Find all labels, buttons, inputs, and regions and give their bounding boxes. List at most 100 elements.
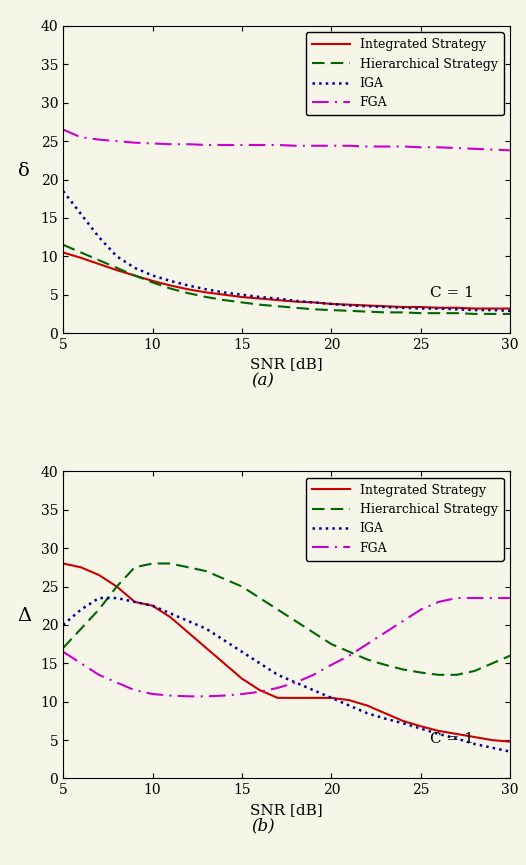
FGA xyxy=(471,144,478,154)
FGA xyxy=(239,140,245,151)
Integrated Strategy xyxy=(203,643,209,653)
IGA xyxy=(382,714,388,724)
FGA xyxy=(310,670,317,680)
Text: C = 1: C = 1 xyxy=(430,732,474,746)
IGA xyxy=(96,593,102,603)
Integrated Strategy xyxy=(436,303,442,313)
Hierarchical Strategy xyxy=(221,573,227,584)
Integrated Strategy xyxy=(114,581,120,592)
IGA xyxy=(292,677,299,688)
Hierarchical Strategy xyxy=(507,309,513,319)
Hierarchical Strategy xyxy=(346,647,352,657)
Y-axis label: δ: δ xyxy=(18,162,30,180)
IGA xyxy=(132,597,138,607)
Hierarchical Strategy xyxy=(185,288,191,298)
Hierarchical Strategy xyxy=(436,670,442,680)
IGA xyxy=(364,301,370,311)
IGA xyxy=(149,600,156,611)
IGA xyxy=(221,635,227,645)
IGA xyxy=(114,251,120,261)
IGA xyxy=(96,232,102,242)
IGA xyxy=(292,296,299,306)
FGA xyxy=(185,691,191,702)
Hierarchical Strategy xyxy=(328,304,335,315)
Hierarchical Strategy xyxy=(489,658,495,669)
FGA xyxy=(167,690,174,701)
FGA xyxy=(96,670,102,680)
Hierarchical Strategy xyxy=(96,605,102,615)
IGA xyxy=(167,276,174,286)
Hierarchical Strategy xyxy=(60,643,66,653)
Integrated Strategy xyxy=(203,287,209,298)
Hierarchical Strategy xyxy=(96,255,102,266)
Integrated Strategy xyxy=(507,736,513,746)
IGA xyxy=(185,616,191,626)
Hierarchical Strategy xyxy=(328,639,335,650)
Integrated Strategy xyxy=(364,701,370,711)
Integrated Strategy xyxy=(489,735,495,746)
Integrated Strategy xyxy=(78,253,84,263)
FGA xyxy=(292,677,299,688)
Integrated Strategy xyxy=(149,600,156,611)
Hierarchical Strategy xyxy=(203,566,209,576)
IGA xyxy=(78,605,84,615)
Hierarchical Strategy xyxy=(489,309,495,319)
FGA xyxy=(114,677,120,688)
FGA xyxy=(507,593,513,603)
Hierarchical Strategy xyxy=(167,558,174,568)
FGA xyxy=(418,142,424,152)
FGA xyxy=(453,143,460,153)
Integrated Strategy xyxy=(453,303,460,313)
Integrated Strategy xyxy=(239,674,245,684)
Integrated Strategy xyxy=(78,562,84,573)
FGA xyxy=(185,139,191,150)
Integrated Strategy xyxy=(149,276,156,286)
FGA xyxy=(292,140,299,151)
IGA xyxy=(239,290,245,300)
FGA xyxy=(418,605,424,615)
Legend: Integrated Strategy, Hierarchical Strategy, IGA, FGA: Integrated Strategy, Hierarchical Strate… xyxy=(306,477,504,561)
FGA xyxy=(436,597,442,607)
FGA xyxy=(221,690,227,701)
IGA xyxy=(60,186,66,196)
IGA xyxy=(149,271,156,281)
Hierarchical Strategy xyxy=(257,593,263,603)
FGA xyxy=(346,650,352,661)
FGA xyxy=(149,689,156,699)
Integrated Strategy xyxy=(292,693,299,703)
IGA xyxy=(185,280,191,291)
FGA xyxy=(167,139,174,150)
Integrated Strategy xyxy=(489,304,495,314)
Integrated Strategy xyxy=(292,297,299,307)
Integrated Strategy xyxy=(382,301,388,311)
FGA xyxy=(132,138,138,148)
IGA xyxy=(275,670,281,680)
Integrated Strategy xyxy=(328,693,335,703)
X-axis label: SNR [dB]: SNR [dB] xyxy=(250,357,323,372)
FGA xyxy=(436,142,442,152)
Line: Hierarchical Strategy: Hierarchical Strategy xyxy=(63,245,510,314)
IGA xyxy=(310,298,317,308)
Hierarchical Strategy xyxy=(185,562,191,573)
FGA xyxy=(221,140,227,151)
Line: FGA: FGA xyxy=(63,598,510,696)
FGA xyxy=(328,660,335,670)
IGA xyxy=(257,292,263,302)
Integrated Strategy xyxy=(114,265,120,275)
Hierarchical Strategy xyxy=(149,278,156,288)
FGA xyxy=(78,658,84,669)
Hierarchical Strategy xyxy=(114,581,120,592)
Integrated Strategy xyxy=(167,612,174,623)
IGA xyxy=(471,739,478,749)
IGA xyxy=(60,619,66,630)
Hierarchical Strategy xyxy=(60,240,66,250)
Line: FGA: FGA xyxy=(63,130,510,151)
Integrated Strategy xyxy=(96,570,102,580)
Integrated Strategy xyxy=(346,695,352,705)
Line: IGA: IGA xyxy=(63,191,510,311)
Integrated Strategy xyxy=(346,299,352,310)
FGA xyxy=(149,138,156,149)
IGA xyxy=(328,298,335,309)
Integrated Strategy xyxy=(310,298,317,308)
IGA xyxy=(203,624,209,634)
